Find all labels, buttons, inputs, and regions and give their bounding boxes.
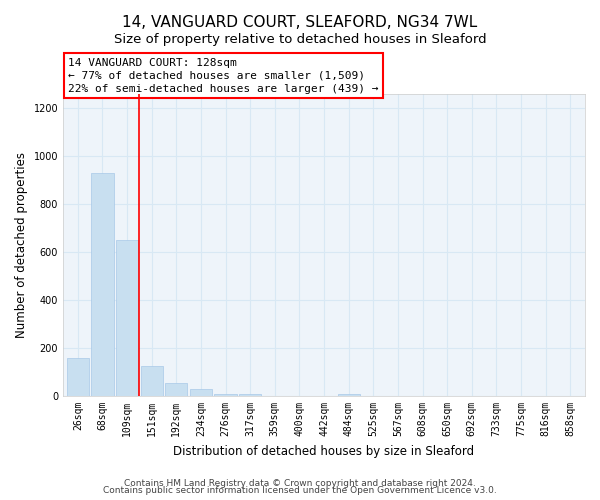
Bar xyxy=(140,366,163,396)
Text: 14, VANGUARD COURT, SLEAFORD, NG34 7WL: 14, VANGUARD COURT, SLEAFORD, NG34 7WL xyxy=(122,15,478,30)
Text: Contains HM Land Registry data © Crown copyright and database right 2024.: Contains HM Land Registry data © Crown c… xyxy=(124,478,476,488)
Bar xyxy=(116,240,138,396)
X-axis label: Distribution of detached houses by size in Sleaford: Distribution of detached houses by size … xyxy=(173,444,475,458)
Bar xyxy=(190,390,212,396)
Bar xyxy=(165,383,187,396)
Bar xyxy=(239,394,261,396)
Bar xyxy=(214,394,236,396)
Bar xyxy=(338,394,360,396)
Bar xyxy=(67,358,89,396)
Bar xyxy=(91,173,113,396)
Text: Contains public sector information licensed under the Open Government Licence v3: Contains public sector information licen… xyxy=(103,486,497,495)
Y-axis label: Number of detached properties: Number of detached properties xyxy=(15,152,28,338)
Text: Size of property relative to detached houses in Sleaford: Size of property relative to detached ho… xyxy=(113,32,487,46)
Text: 14 VANGUARD COURT: 128sqm
← 77% of detached houses are smaller (1,509)
22% of se: 14 VANGUARD COURT: 128sqm ← 77% of detac… xyxy=(68,58,379,94)
